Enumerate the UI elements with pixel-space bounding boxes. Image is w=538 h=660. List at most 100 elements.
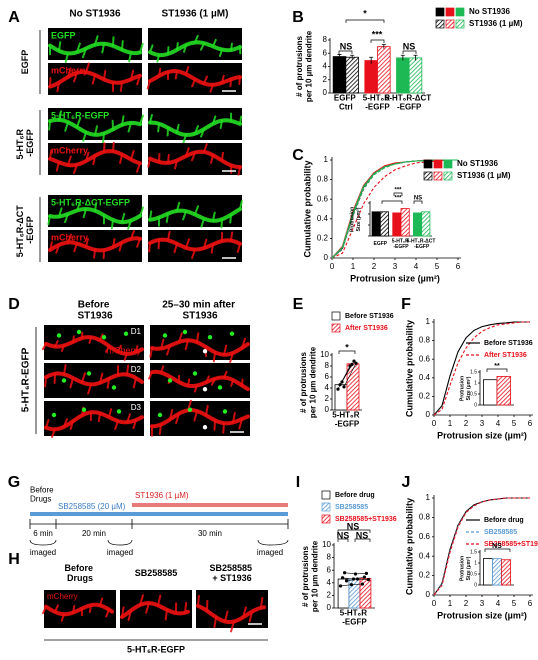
dendrite — [44, 371, 144, 387]
x-axis-label: Protrusion size (µm²) — [350, 273, 440, 283]
y-axis-label: # of protrusions — [299, 352, 308, 413]
y-tick-label: 1.5 — [470, 369, 477, 375]
dendrite — [196, 603, 266, 624]
dendrite — [44, 410, 144, 432]
panel-letter: C — [292, 147, 304, 164]
y-tick-label: 2 — [323, 75, 328, 84]
y-axis-label: per 10 µm dendrite — [311, 540, 320, 612]
y-axis-label: Size (µm²) — [466, 376, 472, 400]
legend-swatch — [423, 159, 433, 169]
duration-label: 20 min — [82, 529, 106, 538]
x-tick-label: 5-HT₆R -EGFP — [332, 411, 361, 429]
y-axis-label: Size (µm²) — [466, 556, 472, 580]
data-point — [342, 571, 347, 575]
legend-label: No ST1936 — [469, 7, 510, 16]
y-tick-label: 4 — [325, 383, 330, 392]
annotation: NS — [414, 196, 422, 202]
dendrite — [48, 206, 142, 225]
marker-dot — [157, 412, 163, 418]
data-point — [340, 576, 345, 580]
y-tick-label: 8 — [325, 361, 330, 370]
x-tick-label: 6 — [456, 262, 461, 271]
y-axis-label: Cumulative probability — [302, 160, 312, 257]
legend-label: SB258585+ST1936 — [335, 516, 397, 523]
data-point — [360, 582, 365, 586]
data-point — [352, 359, 356, 363]
row-label: 5-HT₆R -EGFP — [15, 126, 35, 159]
y-axis-label: # of protrusions — [295, 36, 304, 97]
x-tick-label: EGFP — [374, 241, 388, 247]
panel-letter: E — [293, 296, 304, 313]
marker-dot — [51, 412, 57, 418]
annotation-bracket — [337, 538, 349, 542]
y-tick-label: 1.5 — [470, 549, 477, 555]
y-axis-label: Protrusion — [459, 556, 465, 581]
annotation: * — [345, 342, 349, 352]
x-tick-label: 0 — [432, 419, 437, 428]
bar — [408, 57, 423, 94]
x-tick-label: EGFP Ctrl — [334, 94, 358, 112]
legend-swatch — [321, 490, 331, 500]
annotation: * — [363, 8, 367, 18]
imaged-label: imaged — [257, 548, 283, 557]
data-point — [342, 385, 346, 389]
drug-label: SB258585 (20 µM) — [58, 502, 126, 511]
x-tick-label: 6 — [528, 599, 533, 608]
annotation-bracket — [381, 200, 403, 204]
x-tick-label: 3 — [393, 262, 398, 271]
annotation-bracket — [402, 50, 417, 54]
y-tick-label: 0.4 — [419, 373, 431, 382]
panel-letter: D — [8, 296, 20, 313]
annotation: NS — [340, 41, 353, 51]
dendrite — [150, 338, 250, 357]
legend-label: After ST1936 — [345, 325, 388, 332]
y-tick-label: 2 — [327, 591, 332, 600]
annotation-bracket — [393, 192, 403, 196]
marker-dot — [192, 371, 198, 376]
panel-letter: H — [8, 551, 20, 568]
drug-label: ST1936 (1 µM) — [135, 491, 189, 500]
drug-bar — [30, 512, 288, 516]
legend-label: Before ST1936 — [345, 313, 394, 320]
annotation: *** — [394, 188, 402, 194]
x-tick-label: 2 — [464, 599, 469, 608]
bar — [482, 379, 498, 406]
y-tick-label: 1 — [426, 317, 431, 326]
marker-dot — [116, 409, 122, 414]
dendrite-tag: D3 — [131, 403, 142, 412]
bar — [396, 57, 410, 94]
legend-label: ST1936 (1 µM) — [469, 19, 523, 28]
x-tick-label: 1 — [448, 419, 453, 428]
image-label: 5-HT₆R-EGFP — [51, 110, 109, 120]
bar — [345, 56, 359, 94]
x-tick-label: 4 — [496, 599, 501, 608]
bar — [392, 212, 402, 237]
panel-letter: A — [8, 9, 20, 26]
dendrite — [44, 602, 114, 617]
legend-label: After ST1936 — [484, 352, 527, 359]
error-bar — [337, 54, 342, 59]
y-axis-label: per 10 µm dendrite — [305, 30, 314, 102]
legend-label: Before ST1936 — [484, 340, 533, 347]
data-point — [338, 383, 342, 387]
drug-bar — [132, 503, 288, 507]
dendrite — [48, 117, 142, 137]
dendrite-tag: D1 — [131, 327, 142, 336]
marker-dot — [167, 378, 173, 383]
y-axis-label: Cumulative probability — [404, 320, 414, 417]
marker-dot — [81, 407, 87, 412]
marker-dot — [86, 371, 92, 376]
pair-line — [351, 583, 363, 585]
x-tick-label: 5-HT₆R -EGFP — [340, 609, 369, 627]
y-axis-label: Protrusion — [459, 376, 465, 401]
data-point — [353, 572, 358, 576]
x-tick-label: 0 — [330, 262, 335, 271]
column-header: 25–30 min after ST1936 — [162, 299, 238, 321]
pair-line — [355, 573, 367, 575]
duration-label: 6 min — [33, 529, 53, 538]
error-bar — [381, 44, 386, 49]
bar — [359, 577, 372, 609]
dendrite — [148, 68, 242, 87]
timeline-label: Before Drugs — [30, 486, 56, 504]
y-axis-label: Cumulative probability — [404, 498, 414, 595]
